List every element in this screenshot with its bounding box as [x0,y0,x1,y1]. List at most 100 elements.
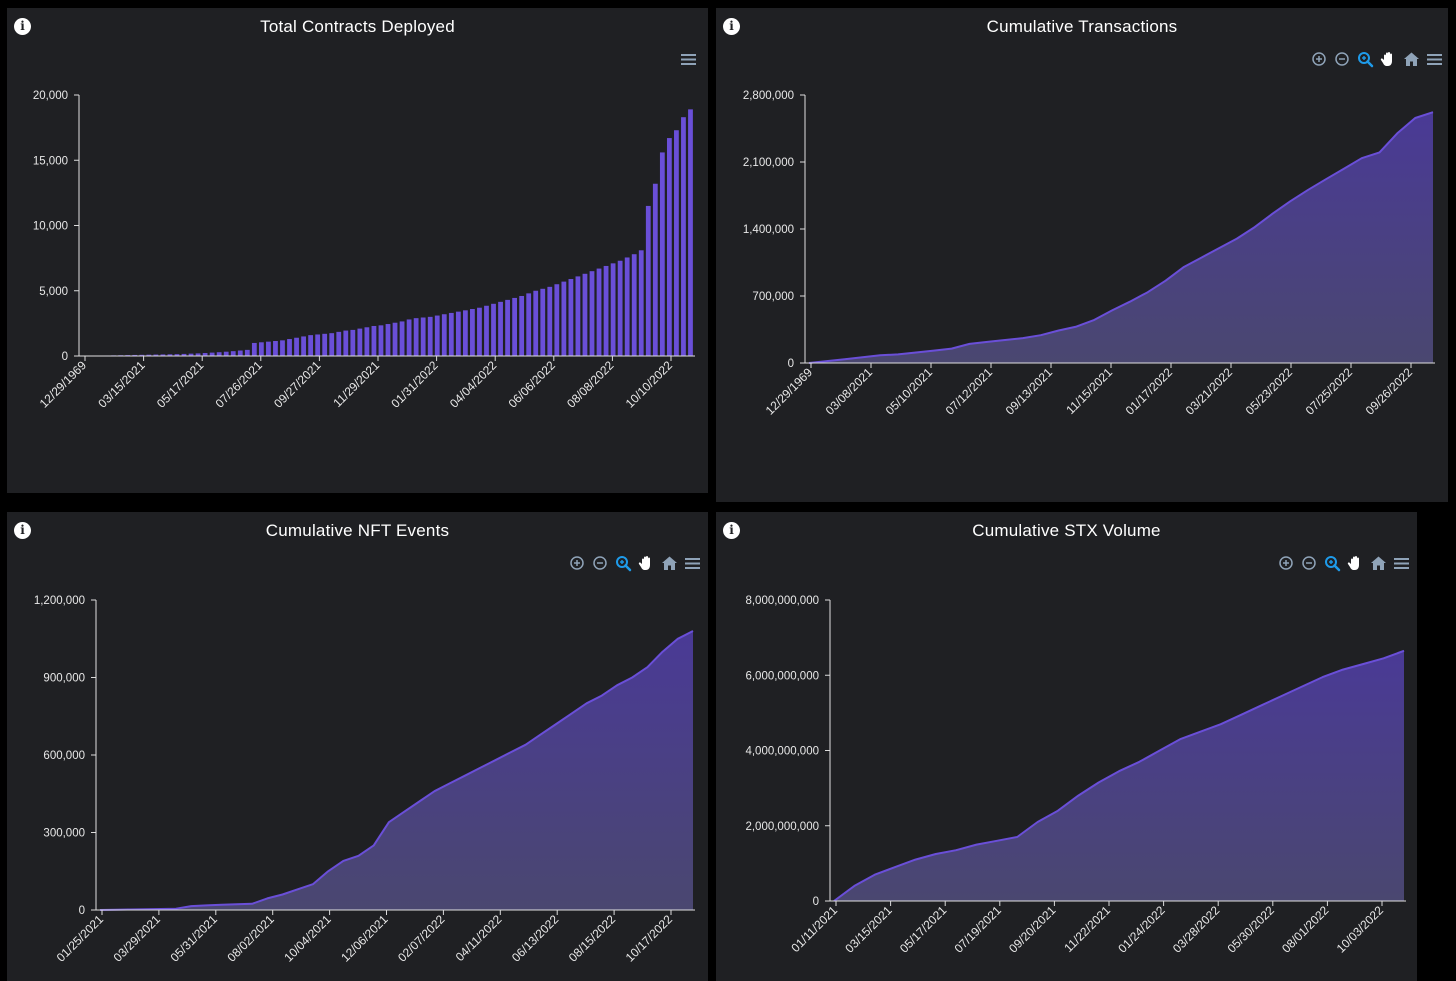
bar[interactable] [273,340,278,356]
zoom-out-icon[interactable] [1333,50,1352,68]
bar[interactable] [357,328,363,356]
bar[interactable] [216,352,222,356]
bar[interactable] [505,299,510,356]
bar[interactable] [308,335,314,356]
bar[interactable] [294,337,299,356]
series-line[interactable] [808,111,1434,364]
bar[interactable] [491,303,496,356]
bar[interactable] [364,327,370,356]
bar[interactable] [575,276,581,356]
bar[interactable] [132,354,138,356]
bar[interactable] [434,315,440,356]
bar[interactable] [470,309,475,356]
bar[interactable] [378,325,384,356]
bar[interactable] [455,311,461,356]
bar[interactable] [167,354,173,356]
bar[interactable] [371,325,377,356]
bar[interactable] [244,349,250,356]
bar[interactable] [188,353,194,356]
home-icon[interactable] [1402,50,1421,68]
bar[interactable] [652,183,658,356]
home-icon[interactable] [1369,554,1388,572]
bar[interactable] [477,307,482,356]
bar[interactable] [554,284,560,356]
bar[interactable] [498,301,503,356]
bar[interactable] [512,297,518,356]
bar[interactable] [343,330,349,356]
bar[interactable] [674,130,679,356]
bar[interactable] [392,322,398,356]
zoom-out-icon[interactable] [1300,554,1319,572]
bar[interactable] [301,336,306,356]
bar[interactable] [237,350,243,356]
bar[interactable] [195,353,201,356]
bar[interactable] [638,250,644,356]
bar[interactable] [610,263,616,356]
bar[interactable] [223,351,229,356]
bar[interactable] [645,205,651,356]
zoom-in-icon[interactable] [568,554,587,572]
bar[interactable] [533,290,539,356]
zoom-select-icon[interactable] [614,554,633,572]
bar[interactable] [336,331,342,356]
bar[interactable] [427,316,433,356]
bar[interactable] [666,138,672,356]
bar[interactable] [568,279,574,356]
bar[interactable] [230,351,236,356]
bar[interactable] [526,293,532,356]
bar[interactable] [441,314,447,356]
bar[interactable] [631,254,637,356]
bar[interactable] [540,288,546,356]
info-icon[interactable]: i [14,18,31,35]
zoom-in-icon[interactable] [1310,50,1329,68]
zoom-out-icon[interactable] [591,554,610,572]
bar[interactable] [329,333,335,356]
bar[interactable] [174,354,180,356]
bar[interactable] [596,268,602,356]
bar[interactable] [589,271,595,356]
bar[interactable] [617,260,623,356]
bar[interactable] [153,354,159,356]
bar[interactable] [385,324,391,356]
bar[interactable] [413,318,419,356]
bar[interactable] [681,117,686,356]
bar[interactable] [420,317,426,356]
bar[interactable] [448,312,454,356]
series-line[interactable] [99,630,694,911]
menu-icon[interactable] [1425,50,1444,68]
bar[interactable] [280,340,285,356]
bar[interactable] [462,310,468,356]
pan-icon[interactable] [637,554,656,572]
bar[interactable] [266,341,271,356]
menu-icon[interactable] [679,50,698,68]
bar[interactable] [139,354,145,356]
bar[interactable] [561,281,567,356]
bar[interactable] [287,339,292,356]
zoom-select-icon[interactable] [1356,50,1375,68]
bar[interactable] [582,273,588,356]
bar[interactable] [251,342,257,356]
bar[interactable] [406,319,412,356]
zoom-in-icon[interactable] [1277,554,1296,572]
bar[interactable] [202,352,208,356]
bar[interactable] [603,265,609,356]
pan-icon[interactable] [1346,554,1365,572]
info-icon[interactable]: i [723,18,740,35]
home-icon[interactable] [660,554,679,572]
zoom-select-icon[interactable] [1323,554,1342,572]
bar[interactable] [146,354,152,356]
bar[interactable] [181,353,187,356]
series-line[interactable] [833,649,1405,902]
menu-icon[interactable] [1392,554,1411,572]
bar[interactable] [315,334,321,356]
bar[interactable] [322,333,328,356]
info-icon[interactable]: i [723,522,740,539]
bar[interactable] [350,329,356,356]
bar[interactable] [399,321,405,356]
bar[interactable] [519,295,525,356]
bar[interactable] [659,152,665,356]
bar[interactable] [624,257,630,356]
bar[interactable] [209,352,215,356]
bar[interactable] [484,305,489,356]
bar[interactable] [688,109,693,356]
